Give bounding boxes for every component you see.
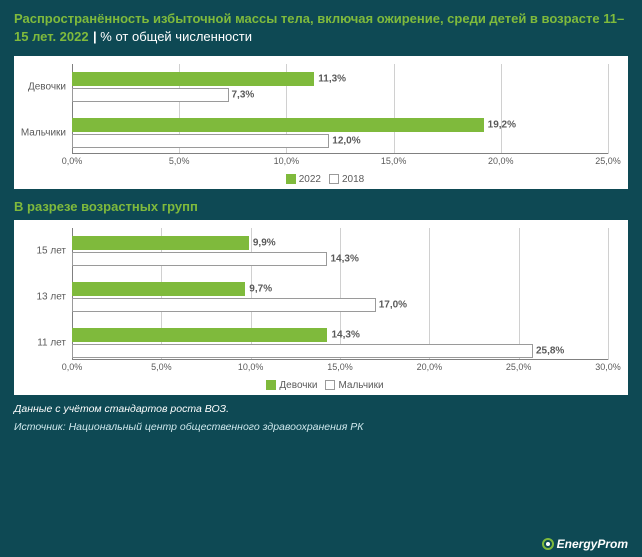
plot-area: 15 лет9,9%14,3%13 лет9,7%17,0%11 лет14,3… — [72, 228, 608, 378]
bar-value-label: 14,3% — [326, 254, 358, 265]
x-axis: 0,0%5,0%10,0%15,0%20,0%25,0% — [72, 156, 608, 172]
bar: 9,7% — [72, 282, 245, 296]
x-tick-label: 0,0% — [62, 362, 83, 372]
x-tick-label: 20,0% — [417, 362, 443, 372]
category-group: 13 лет9,7%17,0% — [72, 274, 608, 320]
bar-value-label: 14,3% — [327, 330, 359, 341]
x-tick-label: 25,0% — [506, 362, 532, 372]
bar-row: 17,0% — [72, 298, 608, 312]
x-tick-label: 25,0% — [595, 156, 621, 166]
bar: 9,9% — [72, 236, 249, 250]
legend-swatch — [325, 380, 335, 390]
bar-value-label: 9,7% — [245, 284, 272, 295]
section-subtitle: В разрезе возрастных групп — [0, 191, 642, 216]
bar-row: 7,3% — [72, 88, 608, 102]
title-block: Распространённость избыточной массы тела… — [0, 0, 642, 52]
x-tick-label: 0,0% — [62, 156, 83, 166]
category-group: Девочки11,3%7,3% — [72, 64, 608, 110]
brand-text: EnergyProm — [557, 537, 628, 551]
x-tick-label: 5,0% — [151, 362, 172, 372]
bar: 17,0% — [72, 298, 376, 312]
bar-row: 9,9% — [72, 236, 608, 250]
legend: Девочки Мальчики — [24, 378, 618, 391]
gridline — [608, 228, 609, 360]
legend: 2022 2018 — [24, 172, 618, 185]
title-subtitle: % от общей численности — [100, 29, 252, 44]
plot-area: Девочки11,3%7,3%Мальчики19,2%12,0% 0,0%5… — [72, 64, 608, 172]
bar-value-label: 19,2% — [484, 120, 516, 131]
footnote: Данные с учётом стандартов роста ВОЗ. — [0, 397, 642, 417]
x-tick-label: 15,0% — [381, 156, 407, 166]
bar-row: 19,2% — [72, 118, 608, 132]
x-tick-label: 10,0% — [274, 156, 300, 166]
bar: 11,3% — [72, 72, 314, 86]
chart-by-age: 15 лет 9,9% 14,3% 13 лет 9,7% 17,0% 11 лет 14,3… — [14, 220, 628, 395]
x-tick-label: 15,0% — [327, 362, 353, 372]
chart-by-sex: Девочки 11,3% 7,3% Мальчики 19,2% 12,0% 0,0% 5… — [14, 56, 628, 189]
brand-logo: EnergyProm — [542, 537, 628, 551]
category-label: Девочки — [20, 82, 68, 93]
bar-value-label: 17,0% — [375, 300, 407, 311]
legend-swatch — [329, 174, 339, 184]
grid: Девочки11,3%7,3%Мальчики19,2%12,0% — [72, 64, 608, 154]
category-label: 13 лет — [20, 292, 68, 303]
bar: 12,0% — [72, 134, 329, 148]
bar: 25,8% — [72, 344, 533, 358]
legend-label: 2018 — [342, 174, 364, 185]
legend-label: 2022 — [299, 174, 321, 185]
x-axis: 0,0%5,0%10,0%15,0%20,0%25,0%30,0% — [72, 362, 608, 378]
category-label: 11 лет — [20, 338, 68, 349]
bar: 14,3% — [72, 252, 327, 266]
bar-value-label: 11,3% — [314, 74, 346, 85]
bar-value-label: 12,0% — [328, 136, 360, 147]
gridline — [608, 64, 609, 154]
legend-swatch — [286, 174, 296, 184]
bar: 14,3% — [72, 328, 327, 342]
x-tick-label: 5,0% — [169, 156, 190, 166]
bar-value-label: 9,9% — [249, 238, 276, 249]
x-tick-label: 30,0% — [595, 362, 621, 372]
bar-row: 14,3% — [72, 328, 608, 342]
legend-swatch — [266, 380, 276, 390]
bar: 19,2% — [72, 118, 484, 132]
grid: 15 лет9,9%14,3%13 лет9,7%17,0%11 лет14,3… — [72, 228, 608, 360]
category-label: 15 лет — [20, 246, 68, 257]
category-group: 15 лет9,9%14,3% — [72, 228, 608, 274]
bar-row: 25,8% — [72, 344, 608, 358]
x-tick-label: 10,0% — [238, 362, 264, 372]
category-label: Мальчики — [20, 128, 68, 139]
bar-value-label: 25,8% — [532, 346, 564, 357]
legend-label: Девочки — [279, 380, 317, 391]
bar: 7,3% — [72, 88, 229, 102]
bar-row: 11,3% — [72, 72, 608, 86]
bar-row: 14,3% — [72, 252, 608, 266]
bar-row: 12,0% — [72, 134, 608, 148]
category-group: Мальчики19,2%12,0% — [72, 110, 608, 156]
bar-row: 9,7% — [72, 282, 608, 296]
bar-value-label: 7,3% — [228, 90, 255, 101]
x-tick-label: 20,0% — [488, 156, 514, 166]
brand-icon — [542, 538, 554, 550]
category-group: 11 лет14,3%25,8% — [72, 320, 608, 366]
legend-label: Мальчики — [338, 380, 383, 391]
source-line: Источник: Национальный центр общественно… — [0, 417, 642, 437]
